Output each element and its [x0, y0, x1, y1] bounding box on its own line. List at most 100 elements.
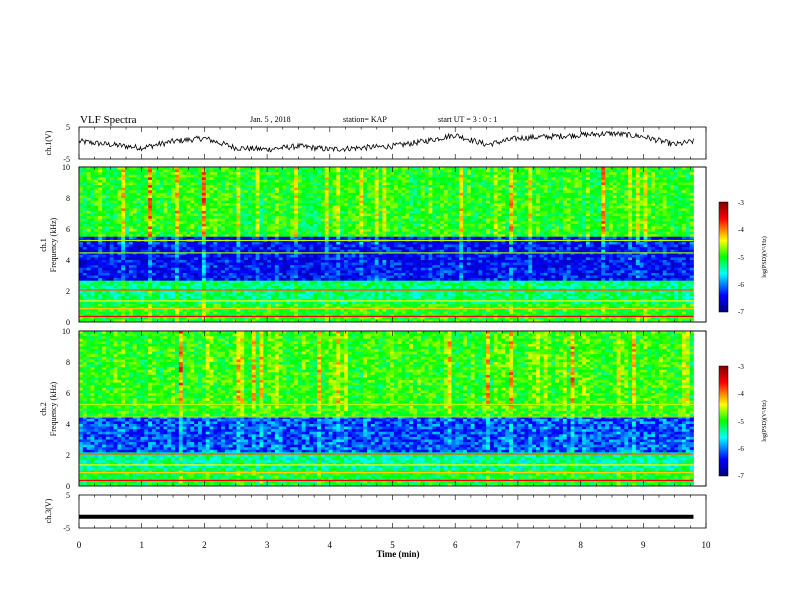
spectrogram-cell — [655, 203, 660, 207]
spectrogram-cell — [259, 167, 264, 170]
spectrogram-cell — [167, 174, 172, 178]
spectrogram-cell — [409, 182, 414, 186]
spectrogram-cell — [639, 198, 644, 201]
spectrogram-cell — [428, 234, 433, 238]
spectrogram-cell — [578, 182, 583, 186]
spectrogram-cell — [520, 210, 525, 214]
spectrogram-cell — [620, 234, 625, 238]
spectrogram-cell — [336, 187, 341, 191]
spectrogram-cell — [82, 195, 88, 199]
spectrogram-cell — [624, 208, 629, 212]
spectrogram-cell — [685, 182, 691, 186]
spectrogram-cell — [213, 210, 218, 214]
spectrogram-cell — [478, 226, 483, 230]
spectrogram-cell — [343, 174, 349, 178]
spectrogram-cell — [651, 216, 656, 220]
spectrogram-cell — [539, 177, 545, 181]
spectrogram-cell — [240, 190, 245, 194]
spectrogram-cell — [159, 177, 164, 181]
spectrogram-cell — [455, 236, 460, 240]
spectrogram-cell — [355, 234, 360, 238]
spectrogram-cell — [271, 231, 276, 235]
spectrogram-cell — [489, 174, 495, 178]
spectrogram-cell — [297, 190, 303, 194]
spectrogram-cell — [355, 205, 360, 209]
spectrogram-cell — [658, 198, 664, 201]
spectrogram-cell — [436, 169, 441, 173]
spectrogram-cell — [324, 192, 330, 196]
spectrogram-cell — [509, 229, 514, 232]
spectrogram-cell — [228, 231, 234, 235]
spectrogram-cell — [113, 167, 118, 170]
spectrogram-cell — [301, 221, 306, 225]
spectrogram-cell — [217, 167, 222, 170]
spectrogram-cell — [620, 210, 625, 214]
spectrogram-cell — [148, 208, 153, 212]
spectrogram-cell — [593, 216, 598, 220]
spectrogram-cell — [551, 177, 556, 181]
spectrogram-cell — [440, 200, 445, 204]
spectrogram-cell — [428, 190, 433, 194]
spectrogram-cell — [397, 172, 402, 176]
spectrogram-cell — [328, 218, 333, 222]
spectrogram-cell — [455, 200, 460, 204]
spectrogram-cell — [274, 169, 280, 173]
spectrogram-cell — [582, 213, 587, 217]
spectrogram-cell — [486, 177, 491, 181]
spectrogram-cell — [198, 210, 203, 214]
spectrogram-cell — [198, 172, 203, 176]
spectrogram-cell — [512, 192, 518, 196]
spectrogram-cell — [605, 187, 610, 191]
spectrogram-cell — [455, 167, 460, 170]
spectrogram-cell — [186, 179, 191, 183]
spectrogram-cell — [616, 182, 621, 186]
spectrogram-cell — [463, 205, 468, 209]
spectrogram-cell — [297, 205, 303, 209]
spectrogram-cell — [593, 236, 598, 240]
spectrogram-cell — [190, 229, 195, 232]
spectrogram-cell — [317, 234, 322, 238]
spectrogram-cell — [536, 218, 541, 222]
spectrogram-cell — [401, 203, 406, 207]
spectrogram-cell — [102, 203, 107, 207]
spectrogram-cell — [670, 231, 675, 235]
spectrogram-cell — [255, 185, 260, 189]
spectrogram-cell — [551, 231, 556, 235]
spectrogram-cell — [175, 187, 180, 191]
spectrogram-cell — [409, 172, 414, 176]
spectrogram-cell — [163, 236, 168, 240]
spectrogram-cell — [451, 244, 456, 248]
spectrogram-cell — [113, 187, 118, 191]
spectrogram-cell — [474, 226, 479, 230]
spectrogram-cell — [271, 195, 276, 199]
spectrogram-cell — [493, 187, 498, 191]
spectrogram-cell — [528, 177, 533, 181]
spectrogram-cell — [251, 174, 257, 178]
spectrogram-cell — [390, 218, 395, 222]
spectrogram-cell — [451, 231, 456, 235]
spectrogram-cell — [447, 236, 452, 240]
spectrogram-cell — [347, 223, 353, 227]
spectrogram-cell — [290, 192, 295, 196]
spectrogram-cell — [570, 223, 575, 227]
spectrogram-cell — [282, 234, 287, 238]
spectrogram-cell — [639, 192, 644, 196]
spectrogram-cell — [455, 182, 460, 186]
spectrogram-cell — [528, 179, 533, 183]
spectrogram-cell — [416, 221, 422, 225]
spectrogram-cell — [497, 179, 502, 183]
spectrogram-cell — [113, 241, 118, 245]
spectrogram-cell — [109, 223, 114, 227]
spectrogram-cell — [217, 208, 222, 212]
spectrogram-cell — [221, 241, 226, 245]
spectrogram-cell — [370, 182, 376, 186]
spectrogram-cell — [278, 187, 283, 191]
spectrogram-cell — [140, 229, 145, 232]
spectrogram-cell — [117, 182, 122, 186]
spectrogram-cell — [451, 229, 456, 232]
spectrogram-cell — [528, 221, 533, 225]
spectrogram-cell — [251, 241, 257, 245]
spectrogram-cell — [105, 244, 111, 248]
spectrogram-cell — [678, 172, 683, 176]
spectrogram-cell — [340, 200, 345, 204]
